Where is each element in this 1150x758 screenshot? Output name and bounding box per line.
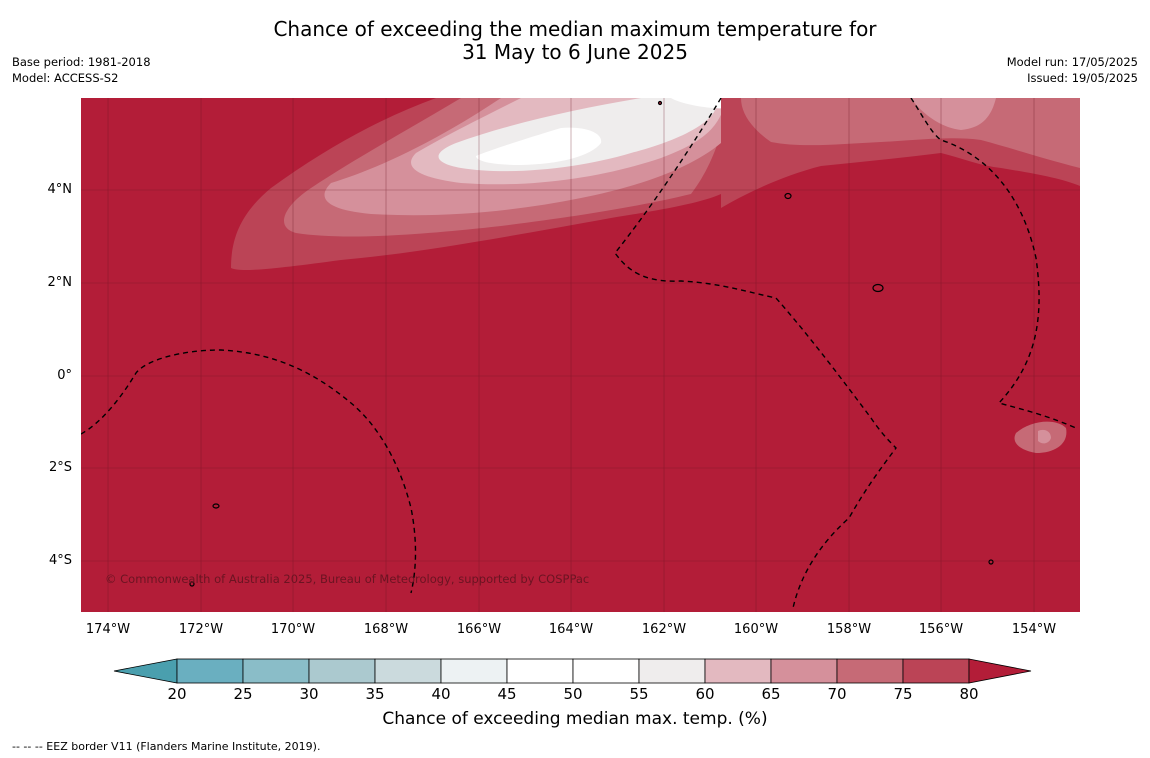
title-line-2: 31 May to 6 June 2025 [462,40,688,64]
colorbar-box [308,658,376,684]
lon-label-158w: 158°W [826,622,872,637]
colorbar-tick-label: 40 [431,685,451,703]
colorbar-label: Chance of exceeding median max. temp. (%… [382,709,768,729]
lon-label-162w: 162°W [641,622,687,637]
title-line-1: Chance of exceeding the median maximum t… [273,17,877,41]
eez-border-west [81,349,417,594]
contour-band-50 [476,127,602,165]
copyright-text: © Commonwealth of Australia 2025, Bureau… [105,572,590,586]
base-period-text: Base period: 1981-2018 [12,55,151,69]
eez-border-east [910,98,1077,429]
colorbar-tick-label: 20 [167,685,187,703]
lon-label-156w: 156°W [918,622,964,637]
colorbar-box [242,658,310,684]
lon-label-170w: 170°W [270,622,316,637]
colorbar-box [638,658,706,684]
colorbar-box [506,658,574,684]
lon-label-172w: 172°W [178,622,224,637]
colorbar-extend-low [113,658,178,684]
model-text: Model: ACCESS-S2 [12,71,119,85]
island-4 [189,581,195,587]
model-run-text: Model run: 17/05/2025 [1006,55,1138,69]
colorbar-box [770,658,838,684]
lat-label-2s: 2°S [48,460,72,475]
colorbar-tick-label: 25 [233,685,253,703]
colorbar-tick-label: 80 [959,685,979,703]
lat-label-4s: 4°S [48,553,72,568]
contour-patch-se-inner [1038,429,1051,444]
lat-label-4n: 4°N [47,182,73,197]
colorbar-tick-label: 65 [761,685,781,703]
colorbar-segments [113,658,1032,684]
colorbar-tick-label: 35 [365,685,385,703]
lat-label-2n: 2°N [47,275,73,290]
colorbar-box [572,658,640,684]
eez-borders [81,98,1077,609]
colorbar-tick-label: 50 [563,685,583,703]
meta-left: Base period: 1981-2018 Model: ACCESS-S2 [12,54,151,86]
colorbar-tick-label: 45 [497,685,517,703]
colorbar-box [704,658,772,684]
contour-band-65-right [911,98,996,130]
lon-label-168w: 168°W [363,622,409,637]
colorbar-extend-high [968,658,1032,684]
colorbar-box [440,658,508,684]
colorbar-tick-label: 75 [893,685,913,703]
eez-footnote: -- -- -- EEZ border V11 (Flanders Marine… [12,740,321,753]
meta-right: Model run: 17/05/2025 Issued: 19/05/2025 [1007,54,1138,86]
island-1 [784,192,792,200]
lon-label-164w: 164°W [548,622,594,637]
colorbar-tick-label: 30 [299,685,319,703]
chart-title: Chance of exceeding the median maximum t… [0,18,1150,64]
colorbar-box [836,658,904,684]
graticule [81,98,1080,612]
lon-label-166w: 166°W [456,622,502,637]
lon-label-160w: 160°W [733,622,779,637]
colorbar-tick-label: 55 [629,685,649,703]
contour-band-50-top [671,98,734,109]
islands [189,100,994,587]
lon-label-154w: 154°W [1011,622,1057,637]
lat-label-0: 0° [57,368,72,383]
issued-text: Issued: 19/05/2025 [1027,71,1138,85]
colorbar-tick-label: 60 [695,685,715,703]
colorbar-box [176,658,244,684]
colorbar-box [374,658,442,684]
island-3 [212,503,220,509]
colorbar-tick-label: 70 [827,685,847,703]
island-2 [872,283,884,293]
colorbar-box [902,658,970,684]
colorbar [113,658,1032,684]
map-plot [81,98,1080,612]
island-5 [988,559,994,565]
island-6 [657,100,663,106]
lon-label-174w: 174°W [85,622,131,637]
